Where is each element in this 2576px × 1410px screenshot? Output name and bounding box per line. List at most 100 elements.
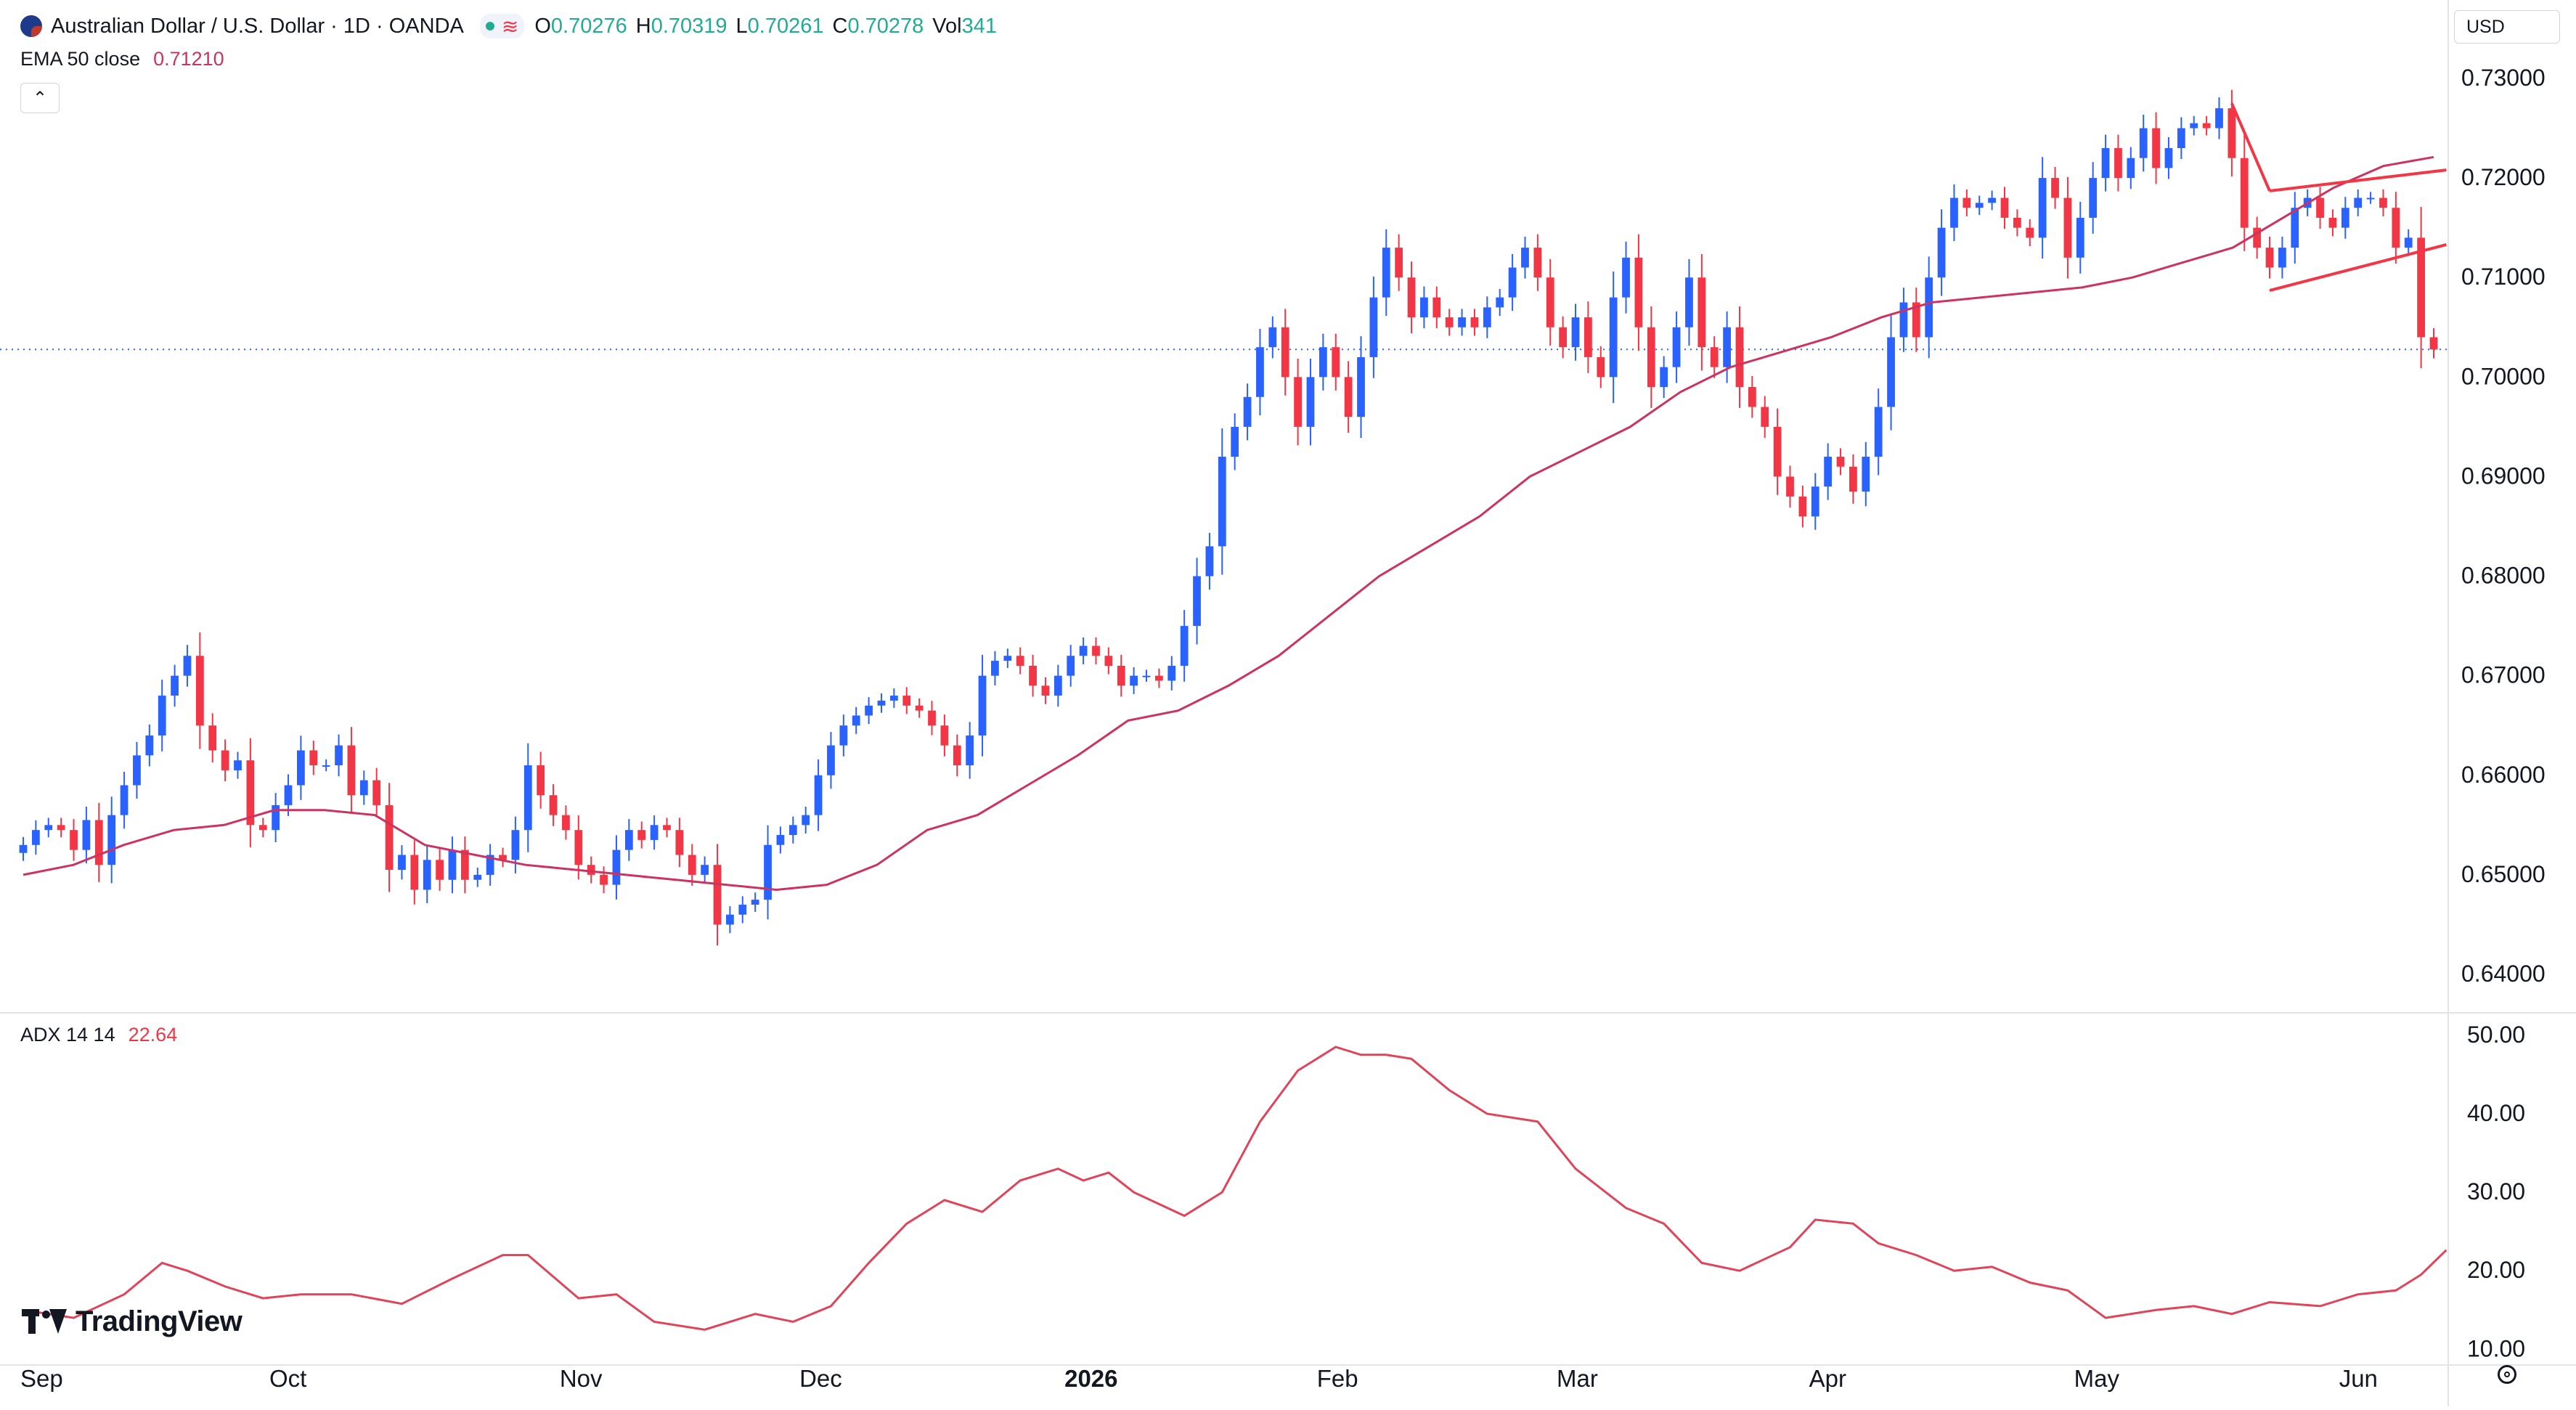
candle-body bbox=[234, 760, 242, 770]
price-tick-label: 0.71000 bbox=[2461, 264, 2546, 290]
wave-icon: ≋ bbox=[501, 15, 519, 38]
tradingview-logo-icon bbox=[22, 1309, 67, 1334]
candle-body bbox=[1836, 457, 1845, 467]
candle-body bbox=[1950, 197, 1958, 228]
collapse-legend-button[interactable]: ⌃ bbox=[20, 83, 60, 113]
candle-body bbox=[1874, 407, 1883, 457]
candle-body bbox=[966, 735, 974, 766]
adx-legend[interactable]: ADX 14 14 22.64 bbox=[20, 1024, 177, 1046]
candle-body bbox=[1849, 466, 1857, 492]
ohlc-open-key: O bbox=[534, 14, 551, 38]
candle-body bbox=[1231, 426, 1239, 457]
time-tick-label: May bbox=[2074, 1365, 2120, 1392]
symbol-title[interactable]: Australian Dollar / U.S. Dollar · 1D · O… bbox=[51, 14, 464, 38]
adx-tick-label: 30.00 bbox=[2467, 1178, 2525, 1205]
candle-body bbox=[1597, 356, 1605, 378]
candle-body bbox=[1672, 327, 1681, 367]
candle-body bbox=[2202, 123, 2211, 129]
candle-body bbox=[1079, 645, 1088, 656]
candle-body bbox=[436, 860, 444, 880]
candle-body bbox=[1205, 546, 1214, 576]
time-tick-label: 2026 bbox=[1064, 1365, 1117, 1392]
candle-body bbox=[499, 855, 507, 860]
currency-selector[interactable]: USD bbox=[2454, 10, 2560, 44]
ohlc-values: O 0.70276 H 0.70319 L 0.70261 C 0.70278 Vol 3… bbox=[534, 15, 1006, 38]
price-tick-label: 0.73000 bbox=[2461, 65, 2546, 91]
candle-body bbox=[183, 656, 192, 676]
candle-body bbox=[31, 830, 40, 845]
candle-body bbox=[2354, 197, 2363, 208]
live-dot-icon bbox=[485, 22, 494, 30]
candle-body bbox=[258, 825, 267, 831]
ema-legend[interactable]: EMA 50 close 0.71210 bbox=[20, 48, 224, 70]
candle-body bbox=[865, 705, 873, 716]
adx-tick-label: 10.00 bbox=[2467, 1335, 2525, 1361]
candle-body bbox=[688, 855, 696, 875]
adx-line bbox=[23, 1046, 2447, 1331]
wedge-upper-line bbox=[2269, 168, 2447, 192]
candle-body bbox=[1281, 327, 1289, 378]
candle-body bbox=[1723, 327, 1731, 367]
candle-body bbox=[2139, 128, 2148, 158]
candle-body bbox=[2265, 248, 2274, 268]
ema-value: 0.71210 bbox=[153, 48, 224, 70]
candle-body bbox=[460, 849, 469, 880]
price-tick-label: 0.69000 bbox=[2461, 462, 2546, 489]
candle-body bbox=[2366, 197, 2375, 200]
candle-body bbox=[57, 825, 65, 831]
candle-body bbox=[1773, 426, 1782, 477]
candle-body bbox=[372, 780, 381, 805]
candle-body bbox=[2076, 217, 2084, 258]
candle-body bbox=[1256, 347, 1264, 397]
candle-body bbox=[2215, 108, 2223, 129]
candle-body bbox=[1294, 377, 1302, 427]
candle-body bbox=[1395, 248, 1403, 278]
wedge-lower-line bbox=[2269, 243, 2447, 292]
candle-body bbox=[1496, 297, 1504, 308]
candle-body bbox=[486, 855, 494, 875]
candle-body bbox=[738, 905, 747, 915]
ema50-line bbox=[23, 155, 2434, 892]
volume-key: Vol bbox=[932, 14, 962, 38]
candle-body bbox=[1647, 327, 1655, 388]
ohlc-open-value: 0.70276 bbox=[550, 14, 627, 38]
time-tick-label: Dec bbox=[799, 1365, 842, 1392]
market-status[interactable]: ≋ bbox=[479, 14, 525, 38]
settings-gear-icon[interactable] bbox=[2498, 1365, 2516, 1384]
candle-body bbox=[1937, 227, 1946, 278]
price-tick-label: 0.72000 bbox=[2461, 164, 2546, 190]
candle-body bbox=[1571, 317, 1580, 348]
candle-body bbox=[1584, 317, 1592, 357]
ohlc-close-value: 0.70278 bbox=[847, 14, 924, 38]
candle-body bbox=[19, 844, 28, 853]
candle-body bbox=[1761, 407, 1769, 427]
candle-body bbox=[297, 750, 305, 786]
candle-body bbox=[2026, 227, 2034, 238]
candle-body bbox=[1344, 377, 1353, 417]
candle-body bbox=[2328, 217, 2337, 228]
candle-body bbox=[549, 795, 558, 815]
candle-body bbox=[877, 700, 886, 706]
candle-body bbox=[701, 865, 709, 875]
candle-body bbox=[1975, 203, 1984, 208]
ohlc-low-key: L bbox=[735, 14, 748, 38]
candle-body bbox=[915, 705, 924, 711]
candle-body bbox=[423, 860, 431, 890]
candle-body bbox=[1218, 457, 1226, 547]
candle-body bbox=[1104, 656, 1113, 666]
candle-body bbox=[764, 844, 772, 900]
chart-header: Australian Dollar / U.S. Dollar · 1D · O… bbox=[20, 12, 1006, 41]
candle-body bbox=[2051, 178, 2059, 198]
price-tick-label: 0.66000 bbox=[2461, 762, 2546, 788]
candle-body bbox=[2164, 147, 2173, 168]
candle-body bbox=[2190, 123, 2198, 129]
candle-body bbox=[448, 849, 457, 880]
candle-body bbox=[1003, 656, 1012, 661]
candle-body bbox=[2417, 237, 2426, 338]
adx-tick-label: 40.00 bbox=[2467, 1100, 2525, 1126]
candle-body bbox=[2000, 197, 2009, 218]
candle-body bbox=[1180, 626, 1189, 666]
candle-body bbox=[1521, 248, 1529, 268]
